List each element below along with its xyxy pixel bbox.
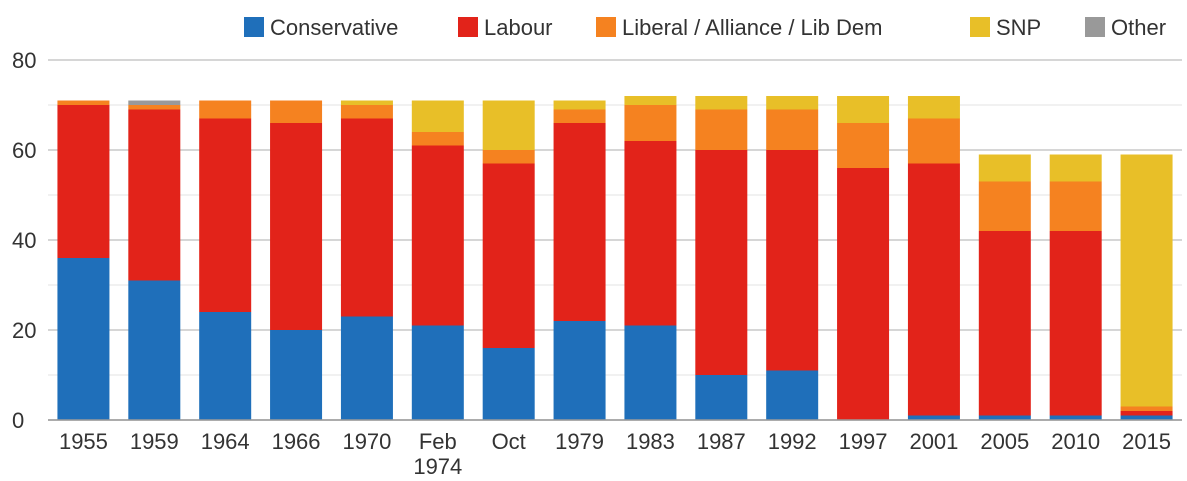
bar-segment-labour bbox=[128, 109, 181, 281]
bar-segment-liberal-alliance-lib-dem bbox=[128, 105, 181, 110]
legend-swatch bbox=[458, 17, 478, 37]
x-tick-label: 2010 bbox=[1051, 429, 1100, 454]
bar-segment-snp bbox=[482, 100, 535, 150]
bar-segment-liberal-alliance-lib-dem bbox=[57, 100, 110, 105]
legend-swatch bbox=[1085, 17, 1105, 37]
bar-segment-snp bbox=[340, 100, 393, 105]
x-tick-label: 1987 bbox=[697, 429, 746, 454]
bar-segment-snp bbox=[766, 96, 819, 110]
bar-segment-conservative bbox=[199, 312, 252, 420]
bar-segment-conservative bbox=[624, 325, 677, 420]
bar-segment-labour bbox=[1049, 231, 1102, 416]
y-tick-label: 0 bbox=[12, 408, 24, 433]
x-tick-label: Feb bbox=[419, 429, 457, 454]
bar-segment-snp bbox=[978, 154, 1031, 182]
bar-segment-conservative bbox=[907, 415, 960, 420]
bar-segment-labour bbox=[553, 123, 606, 321]
legend-label: SNP bbox=[996, 15, 1041, 40]
bar-segment-liberal-alliance-lib-dem bbox=[1120, 406, 1173, 411]
bar-segment-labour bbox=[482, 163, 535, 348]
bar-segment-conservative bbox=[340, 316, 393, 420]
bar-segment-liberal-alliance-lib-dem bbox=[837, 123, 890, 168]
bar-segment-conservative bbox=[128, 280, 181, 420]
bar-segment-snp bbox=[553, 100, 606, 110]
legend-swatch bbox=[244, 17, 264, 37]
legend-label: Liberal / Alliance / Lib Dem bbox=[622, 15, 882, 40]
bars bbox=[48, 96, 1182, 421]
bar-segment-conservative bbox=[766, 370, 819, 420]
bar-segment-labour bbox=[57, 105, 110, 258]
bar-segment-labour bbox=[1120, 411, 1173, 416]
bar-segment-liberal-alliance-lib-dem bbox=[270, 100, 323, 123]
bar-segment-liberal-alliance-lib-dem bbox=[624, 105, 677, 141]
bar-segment-snp bbox=[411, 100, 464, 132]
y-tick-label: 40 bbox=[12, 228, 36, 253]
y-tick-label: 80 bbox=[12, 48, 36, 73]
bar-segment-liberal-alliance-lib-dem bbox=[766, 109, 819, 150]
x-tick-label: 1966 bbox=[272, 429, 321, 454]
bar-segment-snp bbox=[837, 96, 890, 123]
x-tick-label: 2015 bbox=[1122, 429, 1171, 454]
bar-segment-conservative bbox=[482, 348, 535, 420]
legend-swatch bbox=[596, 17, 616, 37]
bar-segment-liberal-alliance-lib-dem bbox=[1049, 181, 1102, 231]
bar-segment-liberal-alliance-lib-dem bbox=[695, 109, 748, 150]
bar-segment-conservative bbox=[695, 375, 748, 420]
y-tick-label: 20 bbox=[12, 318, 36, 343]
bar-segment-labour bbox=[411, 145, 464, 326]
bar-segment-labour bbox=[695, 150, 748, 375]
y-tick-label: 60 bbox=[12, 138, 36, 163]
bar-segment-labour bbox=[978, 231, 1031, 416]
bar-segment-snp bbox=[624, 96, 677, 105]
bar-segment-snp bbox=[1120, 154, 1173, 407]
bar-segment-other bbox=[128, 100, 181, 105]
bar-segment-labour bbox=[837, 168, 890, 420]
bar-segment-snp bbox=[907, 96, 960, 119]
x-tick-label: 1979 bbox=[555, 429, 604, 454]
legend-label: Other bbox=[1111, 15, 1166, 40]
bar-segment-conservative bbox=[270, 330, 323, 420]
bar-segment-labour bbox=[766, 150, 819, 371]
bar-segment-conservative bbox=[553, 321, 606, 420]
bar-segment-labour bbox=[907, 163, 960, 416]
x-tick-label: 1974 bbox=[413, 454, 462, 479]
bar-segment-liberal-alliance-lib-dem bbox=[553, 109, 606, 123]
x-tick-label: 1983 bbox=[626, 429, 675, 454]
bar-segment-labour bbox=[624, 141, 677, 326]
bar-segment-liberal-alliance-lib-dem bbox=[978, 181, 1031, 231]
x-tick-label: 1992 bbox=[768, 429, 817, 454]
bar-segment-liberal-alliance-lib-dem bbox=[199, 100, 252, 119]
x-tick-label: 1955 bbox=[59, 429, 108, 454]
x-tick-label: 1964 bbox=[201, 429, 250, 454]
bar-segment-liberal-alliance-lib-dem bbox=[411, 132, 464, 146]
bar-segment-labour bbox=[199, 118, 252, 312]
bar-segment-conservative bbox=[57, 258, 110, 420]
y-axis-ticks: 0 20 40 60 80 bbox=[12, 48, 36, 433]
bar-segment-labour bbox=[270, 123, 323, 330]
x-tick-label: Oct bbox=[492, 429, 526, 454]
legend-label: Conservative bbox=[270, 15, 398, 40]
bar-segment-conservative bbox=[411, 325, 464, 420]
x-tick-label: 2005 bbox=[980, 429, 1029, 454]
legend-swatch bbox=[970, 17, 990, 37]
bar-segment-conservative bbox=[1120, 415, 1173, 420]
x-tick-label: 1997 bbox=[839, 429, 888, 454]
bar-segment-labour bbox=[340, 118, 393, 317]
x-tick-label: 2001 bbox=[909, 429, 958, 454]
legend: Conservative Labour Liberal / Alliance / L… bbox=[244, 15, 1166, 40]
bar-segment-liberal-alliance-lib-dem bbox=[907, 118, 960, 164]
bar-segment-conservative bbox=[1049, 415, 1102, 420]
x-tick-label: 1970 bbox=[342, 429, 391, 454]
bar-segment-snp bbox=[695, 96, 748, 110]
bar-segment-snp bbox=[1049, 154, 1102, 182]
x-tick-label: 1959 bbox=[130, 429, 179, 454]
bar-segment-liberal-alliance-lib-dem bbox=[482, 150, 535, 164]
bar-segment-conservative bbox=[978, 415, 1031, 420]
legend-label: Labour bbox=[484, 15, 553, 40]
bar-segment-liberal-alliance-lib-dem bbox=[340, 105, 393, 119]
